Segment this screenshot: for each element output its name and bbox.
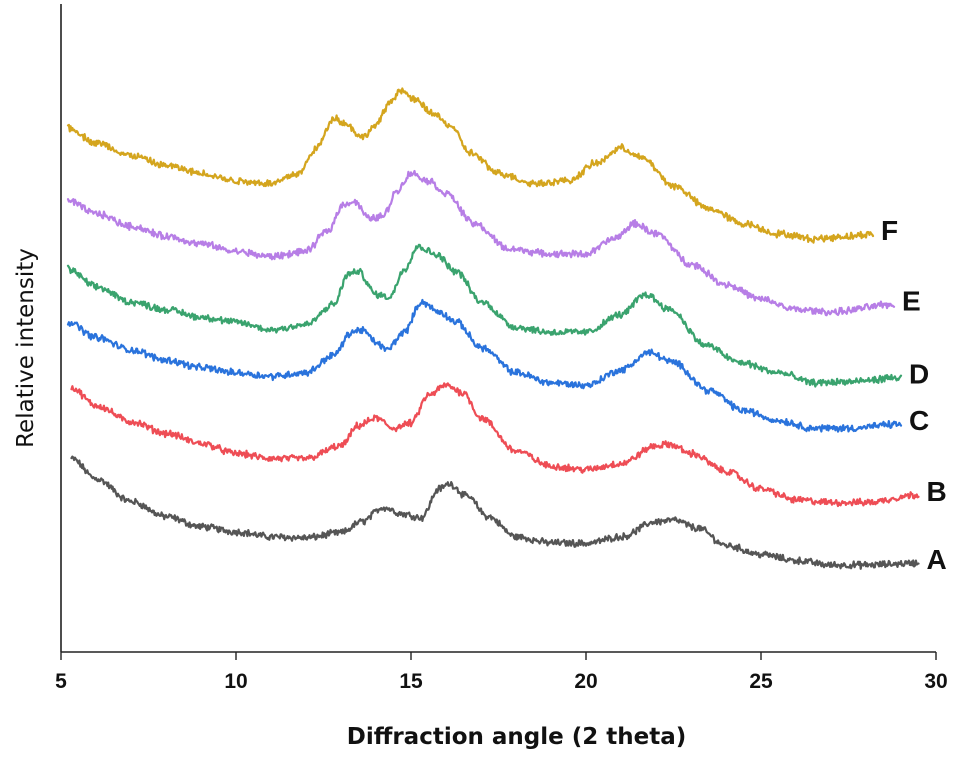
x-tick-label: 15 [399, 670, 423, 693]
x-tick-label: 5 [55, 670, 67, 693]
x-tick-label: 10 [224, 670, 247, 693]
series-label-d: D [909, 359, 929, 390]
x-tick-label: 20 [574, 670, 597, 693]
series-label-e: E [902, 285, 921, 316]
series-line-f [66, 87, 875, 244]
x-axis-title: Diffraction angle (2 theta) [347, 724, 687, 750]
x-tick-label: 30 [924, 670, 947, 693]
x-ticks: 5 10 15 20 25 30 [55, 652, 948, 693]
series-line-b [70, 382, 920, 508]
series-label-a: A [927, 544, 947, 575]
series-line-e [66, 169, 896, 317]
series-label-f: F [881, 215, 898, 246]
series-label-c: C [909, 405, 929, 436]
series-line-c [66, 298, 903, 433]
series-labels: A B CD E F [881, 215, 947, 575]
series-label-b: B [927, 476, 947, 507]
series-layer [66, 87, 920, 570]
series-line-d [66, 243, 903, 388]
series-line-a [70, 455, 920, 570]
x-tick-label: 25 [749, 670, 773, 693]
y-axis-title: Relative intensity [13, 248, 39, 448]
